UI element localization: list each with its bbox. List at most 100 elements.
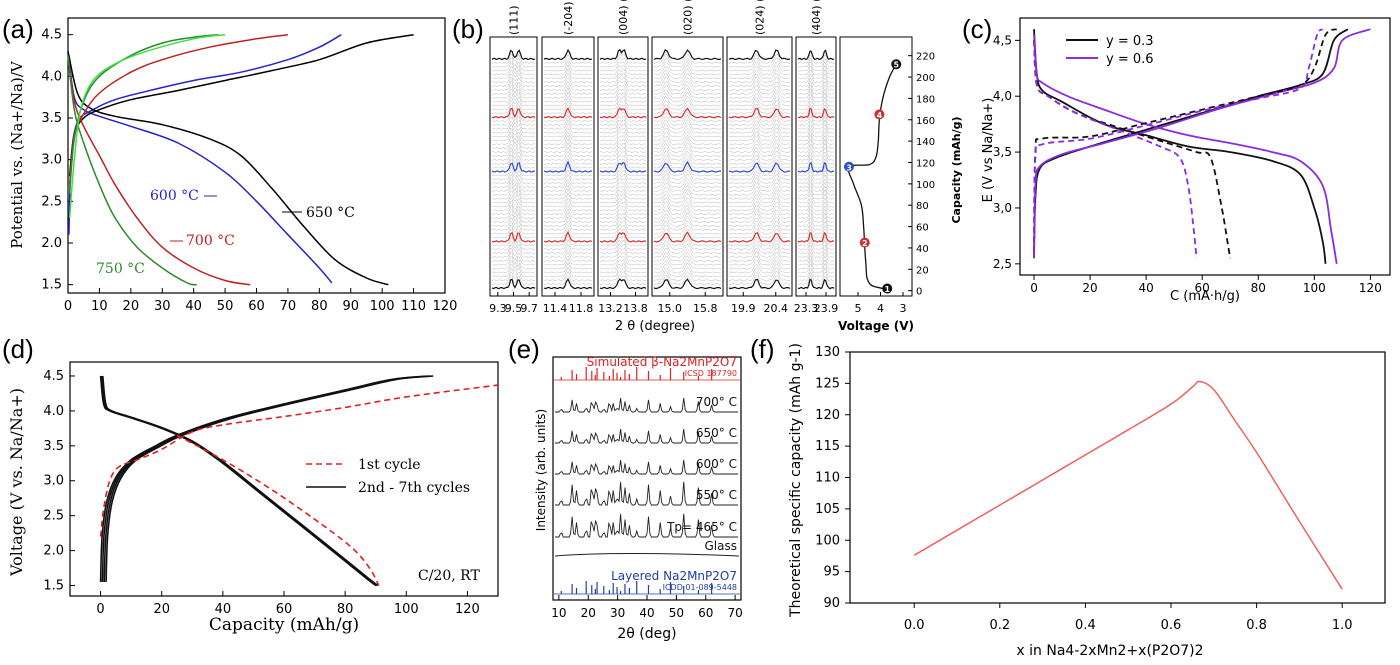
chart-b-pattern <box>728 205 791 216</box>
chart-a-xtick-label: 50 <box>217 299 234 314</box>
chart-c-xtick-label: 0 <box>1030 281 1038 295</box>
chart-f-xtick-label: 0.4 <box>1075 618 1096 633</box>
chart-b-pattern <box>543 220 593 231</box>
chart-b-marker-label: 5 <box>893 61 899 70</box>
chart-c-series-discharge <box>1033 34 1338 264</box>
chart-b-pattern <box>728 220 791 231</box>
chart-b-marker-label: 4 <box>877 111 883 120</box>
chart-d-legend-label-2: 2nd - 7th cycles <box>358 480 470 496</box>
chart-c-ylabel: E (V vs Na/Na+) <box>981 98 996 203</box>
chart-d-xtick-label: 100 <box>394 602 419 617</box>
chart-e-ylabel: Intensity (arb. units) <box>534 409 548 531</box>
chart-b-pattern <box>728 271 791 282</box>
chart-b-pattern <box>728 162 790 173</box>
chart-b-pattern <box>491 220 536 231</box>
chart-d-xtick-label: 40 <box>215 602 232 617</box>
chart-d-series-charge <box>99 375 428 583</box>
chart-b-pattern <box>653 146 722 157</box>
chart-b-xtick-label: 20.4 <box>764 302 789 315</box>
chart-b-pattern <box>728 77 791 87</box>
chart-b-pattern <box>599 115 647 126</box>
chart-b-pattern <box>797 197 835 208</box>
chart-b-pattern <box>491 209 536 219</box>
chart-b-pattern <box>797 80 835 91</box>
chart-b-pattern <box>491 107 536 119</box>
chart-b-pattern <box>797 209 835 219</box>
chart-b-pattern <box>599 65 647 76</box>
chart-b-pattern <box>653 262 722 274</box>
chart-b-side-ytick-label: 80 <box>916 201 929 212</box>
chart-b-xtick-label: 11.4 <box>543 302 568 315</box>
chart-a-xtick-label: 120 <box>433 299 458 314</box>
chart-b-pattern <box>797 263 835 274</box>
chart-b-pattern <box>797 119 835 130</box>
chart-b-pattern <box>654 251 722 262</box>
chart-b-pattern <box>599 231 647 243</box>
chart-b-pattern <box>728 212 791 223</box>
panel-d-tag: (d) <box>2 334 34 364</box>
chart-b-pattern <box>797 143 835 153</box>
chart-b-pattern <box>491 135 536 146</box>
chart-b-pattern <box>491 170 536 181</box>
chart-b-pattern <box>543 230 593 243</box>
chart-b-xtick-label: 19.9 <box>731 302 756 315</box>
chart-b-pattern <box>543 131 593 142</box>
chart-b-pattern <box>728 169 791 181</box>
chart-b-side-ytick-label: 60 <box>916 223 929 234</box>
chart-b-pattern <box>797 275 835 285</box>
chart-b-pattern <box>491 181 536 192</box>
chart-b-pattern <box>599 135 647 146</box>
chart-b-pattern <box>797 96 835 107</box>
chart-d-annotation: C/20, RT <box>418 568 480 584</box>
chart-b-pattern <box>599 181 647 192</box>
chart-b-pattern <box>653 104 722 115</box>
chart-b-pattern <box>728 69 791 80</box>
chart-e-xtick-label: 70 <box>727 606 742 620</box>
chart-b-pattern <box>797 236 835 247</box>
chart-a-xtick-label: 20 <box>123 299 140 314</box>
chart-b-pattern <box>543 72 593 84</box>
chart-b-pattern <box>491 57 536 68</box>
chart-a-xtick-label: 60 <box>248 299 265 314</box>
chart-b-pattern <box>797 49 835 61</box>
chart-b-pattern <box>491 205 536 216</box>
chart-a-ytick-label: 2.0 <box>41 236 62 251</box>
chart-b-pattern <box>653 205 722 216</box>
chart-b-pattern <box>599 196 647 208</box>
chart-b-pattern <box>728 123 791 134</box>
chart-b-pattern <box>797 228 835 239</box>
chart-b-pattern <box>728 84 791 95</box>
chart-b-side-ytick-label: 40 <box>916 244 929 255</box>
chart-a-ytick-label: 1.5 <box>41 278 62 293</box>
chart-a-series-discharge <box>67 55 197 286</box>
chart-b-pattern <box>491 96 536 107</box>
chart-b-pattern <box>543 208 593 219</box>
chart-b-marker-label: 1 <box>884 285 890 294</box>
chart-b-pattern <box>728 197 791 208</box>
chart-b-pattern <box>797 278 835 290</box>
chart-b-pattern <box>599 103 647 115</box>
chart-b-pattern <box>543 134 593 146</box>
chart-b-pattern <box>599 255 647 266</box>
chart-b-pattern <box>491 224 536 235</box>
chart-b-pattern <box>492 165 536 177</box>
chart-b-pattern <box>653 169 722 181</box>
chart-b-pattern <box>491 275 536 285</box>
chart-b-pattern <box>653 211 722 223</box>
chart-b-pattern <box>543 57 593 68</box>
chart-b-pattern <box>543 100 593 111</box>
chart-a-ylabel: Potential vs. (Na+/Na)/V <box>8 60 26 249</box>
chart-b-pattern <box>599 278 647 290</box>
chart-f: 0.0 0.2 0.4 0.6 0.8 1.0 90 95 100 105 110 115 120 125… <box>788 343 1386 659</box>
chart-b-pattern <box>491 231 536 243</box>
chart-b-xtick-label: 23.3 <box>794 302 819 315</box>
chart-b-pattern <box>728 278 791 290</box>
chart-b-pattern <box>492 252 536 262</box>
chart-b-side-xtick-label: 3 <box>900 302 907 315</box>
chart-e-trace-label: Simulated β-Na2MnP2O7 <box>587 355 737 369</box>
chart-b-pattern <box>543 248 592 258</box>
chart-b-pattern <box>729 252 791 262</box>
chart-b-pattern <box>797 231 835 243</box>
chart-c-xtick-label: 100 <box>1303 281 1326 295</box>
